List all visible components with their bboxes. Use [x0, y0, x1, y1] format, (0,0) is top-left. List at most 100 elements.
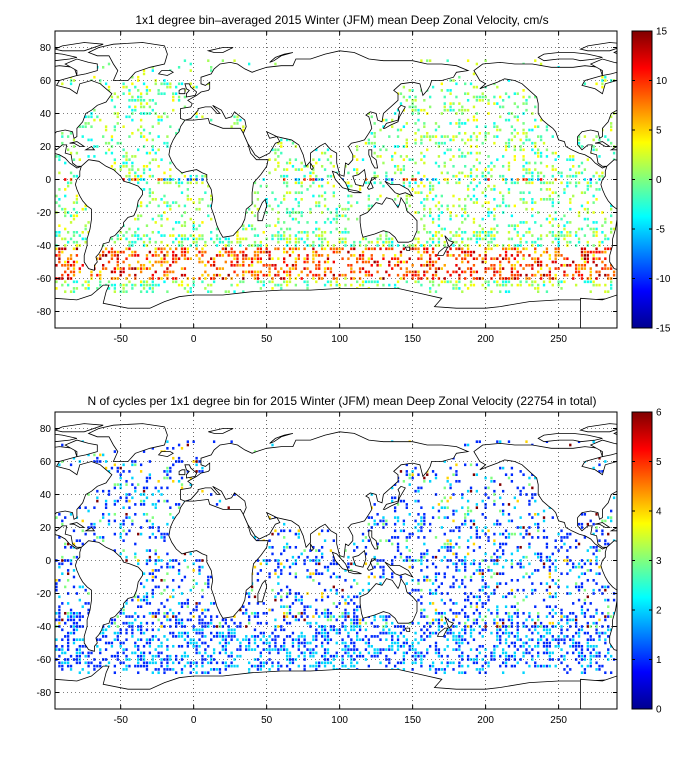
- data-cell: [347, 631, 350, 635]
- data-cell: [504, 611, 508, 615]
- coastline: [382, 104, 406, 129]
- data-cell: [242, 257, 245, 261]
- data-cell: [61, 664, 64, 668]
- data-cell: [207, 204, 210, 208]
- data-cell: [358, 267, 362, 270]
- data-cell: [513, 605, 516, 609]
- data-cell: [207, 654, 210, 658]
- data-cell: [452, 602, 455, 605]
- data-cell: [583, 191, 587, 195]
- data-cell: [177, 184, 181, 188]
- data-cell: [151, 578, 154, 582]
- data-cell: [551, 625, 554, 628]
- data-cell: [160, 565, 163, 569]
- data-cell: [227, 250, 230, 254]
- data-cell: [542, 174, 546, 178]
- data-cell: [69, 270, 73, 274]
- data-cell: [513, 273, 516, 277]
- data-cell: [87, 608, 90, 612]
- data-cell: [177, 644, 181, 648]
- data-cell: [174, 559, 178, 562]
- data-cell: [274, 148, 277, 152]
- data-cell: [242, 224, 245, 228]
- data-cell: [504, 651, 508, 655]
- data-cell: [66, 635, 70, 638]
- data-cell: [294, 234, 298, 237]
- data-cell: [285, 168, 289, 171]
- data-cell: [160, 578, 163, 582]
- data-cell: [586, 217, 589, 221]
- data-cell: [224, 648, 227, 651]
- data-cell: [320, 211, 324, 214]
- data-cell: [332, 585, 335, 589]
- data-cell: [452, 194, 455, 198]
- data-cell: [323, 651, 327, 655]
- data-cell: [215, 635, 219, 638]
- data-cell: [504, 605, 508, 609]
- data-cell: [373, 615, 376, 618]
- data-cell: [373, 151, 376, 155]
- data-cell: [326, 260, 330, 264]
- data-cell: [215, 625, 219, 628]
- data-cell: [160, 644, 163, 648]
- data-cell: [268, 257, 271, 261]
- data-cell: [300, 277, 303, 280]
- data-cell: [166, 598, 169, 602]
- data-cell: [405, 197, 408, 201]
- data-cell: [192, 283, 195, 287]
- data-cell: [207, 290, 210, 294]
- data-cell: [598, 174, 601, 178]
- data-cell: [323, 631, 327, 635]
- data-cell: [531, 257, 534, 261]
- data-cell: [507, 191, 511, 195]
- data-cell: [180, 631, 184, 635]
- data-cell: [332, 602, 335, 605]
- data-cell: [466, 247, 470, 251]
- data-cell: [417, 598, 420, 602]
- data-cell: [66, 135, 70, 138]
- data-cell: [58, 654, 61, 658]
- data-cell: [174, 237, 178, 241]
- data-cell: [294, 158, 298, 162]
- data-cell: [496, 102, 499, 105]
- data-cell: [452, 174, 455, 178]
- data-cell: [391, 257, 394, 261]
- data-cell: [332, 625, 335, 628]
- data-cell: [224, 644, 227, 648]
- data-cell: [475, 595, 479, 599]
- data-cell: [391, 572, 394, 576]
- x-tick-label: 0: [191, 334, 197, 345]
- data-cell: [601, 85, 604, 89]
- data-cell: [177, 234, 181, 237]
- data-cell: [189, 257, 192, 261]
- data-cell: [539, 155, 543, 158]
- data-cell: [189, 197, 192, 201]
- data-cell: [487, 164, 490, 168]
- data-cell: [566, 221, 569, 224]
- data-cell: [227, 273, 230, 277]
- data-cell: [250, 635, 254, 638]
- data-cell: [551, 135, 554, 138]
- data-cell: [353, 270, 356, 274]
- data-cell: [355, 582, 359, 585]
- data-cell: [236, 260, 239, 264]
- data-cell: [207, 283, 210, 287]
- data-cell: [259, 240, 262, 244]
- data-cell: [239, 625, 242, 628]
- data-cell: [268, 224, 271, 228]
- data-cell: [428, 230, 432, 234]
- data-cell: [537, 270, 540, 274]
- data-cell: [583, 82, 587, 86]
- data-cell: [55, 263, 58, 267]
- data-cell: [174, 635, 178, 638]
- data-cell: [230, 661, 233, 665]
- data-cell: [341, 615, 344, 618]
- data-cell: [218, 671, 222, 675]
- data-cell: [245, 648, 248, 651]
- data-cell: [55, 155, 58, 158]
- data-cell: [458, 148, 461, 152]
- data-cell: [388, 273, 391, 277]
- data-cell: [119, 641, 122, 645]
- data-cell: [496, 585, 499, 589]
- data-cell: [472, 105, 476, 109]
